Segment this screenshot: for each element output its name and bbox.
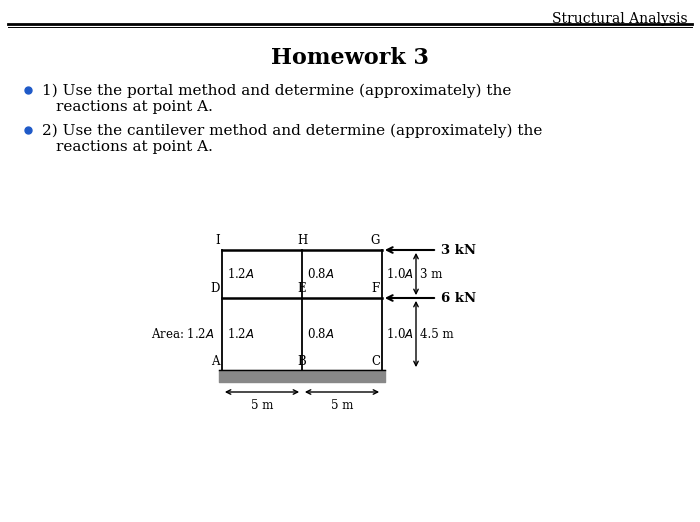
Text: 5 m: 5 m	[251, 399, 273, 412]
Text: 3 m: 3 m	[420, 267, 442, 280]
Text: reactions at point A.: reactions at point A.	[56, 100, 213, 114]
Text: 6 kN: 6 kN	[441, 291, 476, 304]
Text: D: D	[211, 282, 220, 295]
Text: H: H	[297, 234, 307, 247]
Text: 1) Use the portal method and determine (approximately) the: 1) Use the portal method and determine (…	[42, 84, 512, 98]
Text: C: C	[371, 355, 380, 368]
Text: 0.8$A$: 0.8$A$	[307, 327, 335, 341]
Text: 1.0$A$: 1.0$A$	[386, 267, 414, 281]
Text: F: F	[372, 282, 380, 295]
Text: 5 m: 5 m	[331, 399, 354, 412]
Text: Area: 1.2$A$: Area: 1.2$A$	[150, 327, 214, 341]
Text: reactions at point A.: reactions at point A.	[56, 140, 213, 154]
Text: A: A	[211, 355, 220, 368]
Text: G: G	[370, 234, 380, 247]
Text: B: B	[298, 355, 307, 368]
Text: Homework 3: Homework 3	[271, 47, 429, 69]
Text: 3 kN: 3 kN	[441, 243, 476, 256]
Text: 4.5 m: 4.5 m	[420, 327, 454, 340]
Text: 1.0$A$: 1.0$A$	[386, 327, 414, 341]
Text: 1.2$A$: 1.2$A$	[227, 327, 255, 341]
Text: I: I	[216, 234, 220, 247]
Text: 0.8$A$: 0.8$A$	[307, 267, 335, 281]
Text: 2) Use the cantilever method and determine (approximately) the: 2) Use the cantilever method and determi…	[42, 124, 542, 138]
Text: 1.2$A$: 1.2$A$	[227, 267, 255, 281]
Text: E: E	[298, 282, 307, 295]
Text: Structural Analysis: Structural Analysis	[552, 12, 688, 26]
